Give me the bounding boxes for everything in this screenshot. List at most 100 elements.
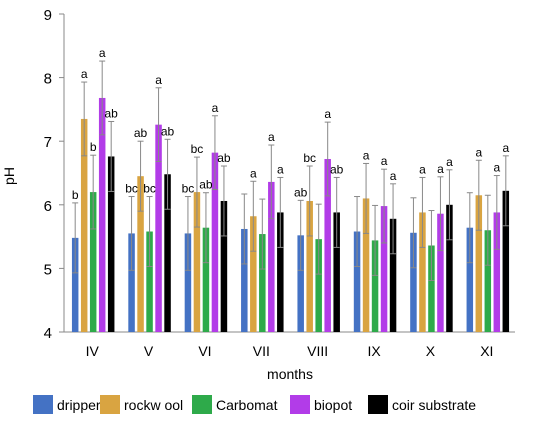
- y-tick-label: 8: [44, 71, 52, 88]
- y-tick-label: 7: [44, 134, 52, 151]
- bar-biopot: [268, 181, 275, 332]
- legend-label: Carbomat: [216, 397, 278, 413]
- legend-swatch: [192, 395, 212, 414]
- bar-coir-substrate: [277, 212, 284, 332]
- y-tick-label: 6: [44, 198, 52, 215]
- bar-dripper: [184, 233, 192, 332]
- bar-biopot: [493, 212, 501, 332]
- bar-coir-substrate: [220, 200, 228, 332]
- significance-label: b: [72, 188, 79, 202]
- significance-label: bc: [125, 182, 138, 196]
- bar-rockw-ool: [250, 216, 257, 332]
- bar-rockw-ool: [306, 200, 313, 332]
- bar-rockw-ool: [80, 118, 88, 332]
- bar-biopot: [380, 206, 388, 332]
- bar-biopot: [437, 213, 444, 332]
- bar-dripper: [410, 232, 417, 332]
- bar-coir-substrate: [164, 174, 171, 332]
- significance-label: a: [475, 145, 482, 159]
- significance-label: ab: [105, 106, 119, 120]
- bar-carbomat: [484, 230, 492, 332]
- significance-label: a: [390, 169, 397, 183]
- significance-label: bc: [303, 151, 316, 165]
- significance-label: bc: [143, 182, 156, 196]
- bar-coir-substrate: [502, 190, 510, 332]
- significance-label: ab: [330, 162, 344, 176]
- significance-label: a: [363, 148, 370, 162]
- bar-carbomat: [315, 239, 322, 332]
- significance-label: ab: [134, 126, 148, 140]
- bar-carbomat: [202, 227, 210, 332]
- significance-label: a: [155, 73, 162, 87]
- significance-label: a: [250, 166, 257, 180]
- bar-coir-substrate: [446, 204, 453, 332]
- significance-label: a: [81, 67, 88, 81]
- bar-rockw-ool: [137, 176, 144, 332]
- significance-label: a: [381, 154, 388, 168]
- bar-rockw-ool: [419, 212, 426, 332]
- bar-rockw-ool: [475, 195, 483, 332]
- x-tick-label: IV: [86, 343, 100, 359]
- bar-rockw-ool: [362, 198, 370, 332]
- bar-biopot: [155, 124, 162, 332]
- significance-label: a: [502, 141, 509, 155]
- significance-label: ab: [161, 124, 175, 138]
- bar-coir-substrate: [107, 156, 115, 332]
- bar-dripper: [353, 231, 361, 332]
- significance-label: a: [277, 162, 284, 176]
- significance-label: bc: [191, 142, 204, 156]
- bar-dripper: [297, 235, 304, 332]
- y-tick-label: 4: [44, 325, 52, 342]
- significance-label: ab: [294, 185, 308, 199]
- x-tick-label: X: [426, 343, 436, 359]
- significance-label: b: [90, 140, 97, 154]
- x-tick-label: IX: [367, 343, 381, 359]
- bar-carbomat: [259, 234, 266, 332]
- significance-label: bc: [182, 182, 195, 196]
- bar-carbomat: [146, 231, 153, 332]
- legend-label: rockw ool: [124, 397, 183, 413]
- significance-label: a: [268, 130, 275, 144]
- legend-label: biopot: [314, 397, 352, 413]
- x-tick-label: VIII: [307, 343, 328, 359]
- bar-dripper: [128, 233, 135, 332]
- legend-swatch: [290, 395, 310, 414]
- significance-label: a: [99, 46, 106, 60]
- bar-biopot: [98, 97, 106, 333]
- significance-label: ab: [199, 178, 213, 192]
- significance-label: a: [437, 162, 444, 176]
- bar-carbomat: [428, 245, 435, 332]
- bars: [71, 60, 510, 333]
- x-tick-label: XI: [480, 343, 493, 359]
- legend-label: dripper: [57, 397, 101, 413]
- y-axis-label: pH: [1, 167, 17, 185]
- legend-swatch: [33, 395, 53, 414]
- x-axis-label: months: [267, 366, 313, 382]
- significance-label: a: [419, 162, 426, 176]
- significance-label: a: [212, 101, 219, 115]
- x-tick-label: V: [144, 343, 154, 359]
- bar-coir-substrate: [389, 218, 397, 332]
- bar-coir-substrate: [333, 212, 340, 332]
- bar-dripper: [71, 237, 79, 332]
- bar-dripper: [241, 228, 248, 332]
- significance-label: a: [446, 155, 453, 169]
- significance-label: a: [324, 107, 331, 121]
- legend: dripper rockw ool Carbomat biopot coir subst…: [33, 395, 476, 414]
- x-tick-label: VI: [198, 343, 211, 359]
- bar-biopot: [324, 159, 331, 332]
- legend-swatch: [368, 395, 388, 414]
- bar-dripper: [466, 227, 474, 332]
- y-tick-label: 9: [44, 7, 52, 24]
- significance-label: ab: [217, 151, 231, 165]
- y-tick-label: 5: [44, 261, 52, 278]
- bar-carbomat: [371, 240, 379, 332]
- legend-label: coir substrate: [392, 397, 476, 413]
- bar-carbomat: [89, 192, 97, 332]
- bar-rockw-ool: [193, 192, 201, 332]
- legend-swatch: [100, 395, 120, 414]
- bar-biopot: [211, 152, 219, 332]
